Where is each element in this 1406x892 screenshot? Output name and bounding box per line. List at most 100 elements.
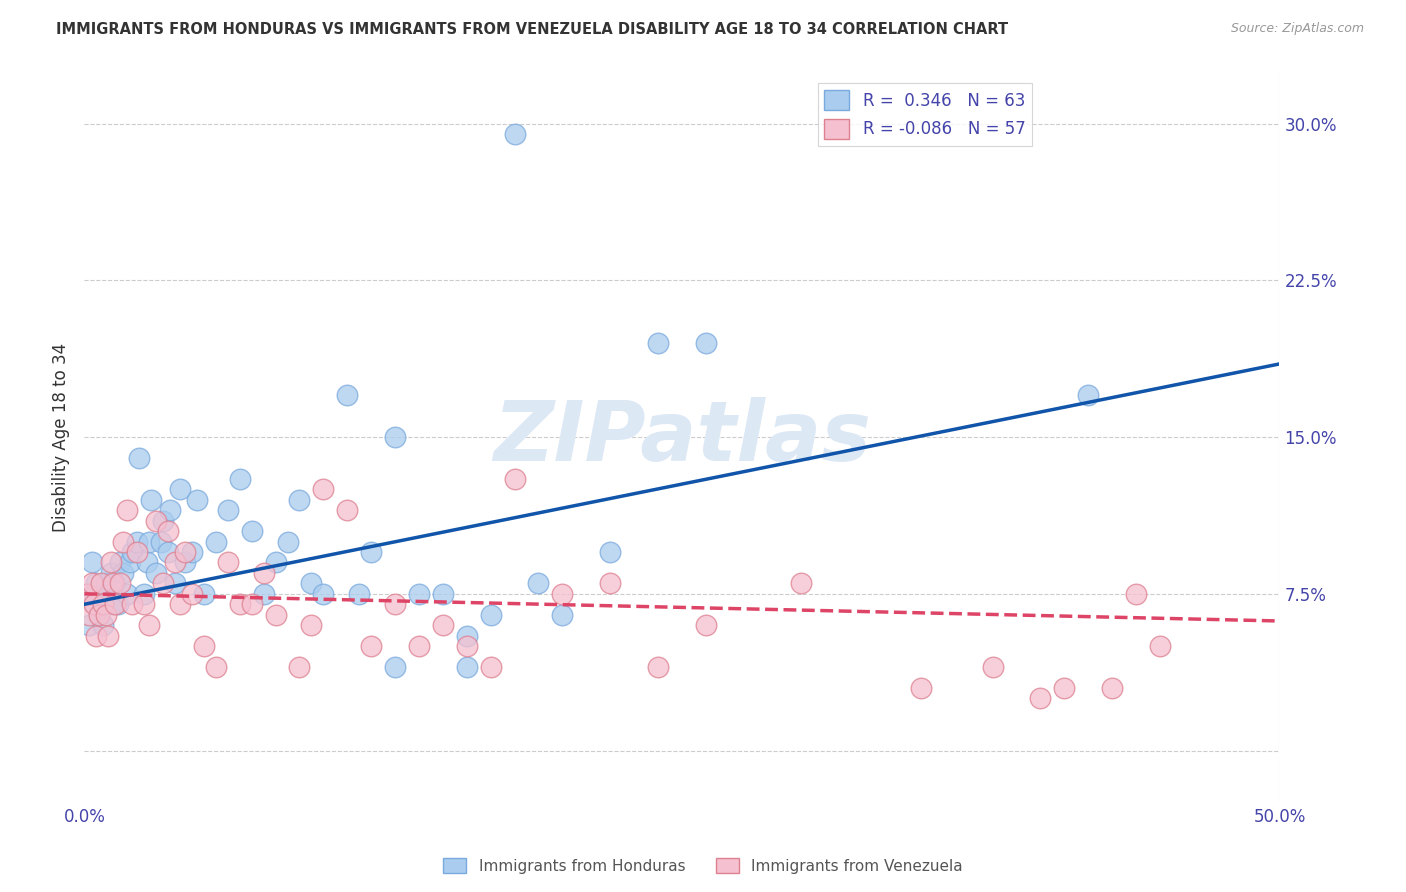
Point [149, 534, 172, 549]
Point [101, 597, 124, 611]
Point [121, 597, 143, 611]
Point [94, 576, 117, 591]
Point [110, 556, 132, 570]
Point [384, 430, 406, 444]
Point [97, 587, 120, 601]
Point [1053, 681, 1076, 695]
Point [86, 629, 108, 643]
Point [408, 639, 430, 653]
Point [80, 556, 103, 570]
Point [551, 587, 574, 601]
Point [117, 587, 139, 601]
Point [165, 576, 187, 591]
Point [87, 607, 110, 622]
Legend: Immigrants from Honduras, Immigrants from Venezuela: Immigrants from Honduras, Immigrants fro… [437, 852, 969, 880]
Point [253, 587, 276, 601]
Point [527, 576, 550, 591]
Point [86, 576, 108, 591]
Legend: R =  0.346   N = 63, R = -0.086   N = 57: R = 0.346 N = 63, R = -0.086 N = 57 [818, 83, 1032, 145]
Point [83, 597, 105, 611]
Point [118, 556, 141, 570]
Point [125, 534, 148, 549]
Point [104, 597, 127, 611]
Point [253, 566, 276, 580]
Point [981, 660, 1004, 674]
Point [141, 492, 163, 507]
Point [695, 618, 717, 632]
Point [173, 556, 195, 570]
Point [288, 492, 311, 507]
Point [193, 639, 215, 653]
Point [479, 660, 502, 674]
Y-axis label: Disability Age 18 to 34: Disability Age 18 to 34 [52, 343, 70, 532]
Point [240, 597, 263, 611]
Point [910, 681, 932, 695]
Point [101, 576, 124, 591]
Point [80, 576, 103, 591]
Point [186, 492, 208, 507]
Point [135, 556, 157, 570]
Point [145, 566, 167, 580]
Point [205, 534, 228, 549]
Point [456, 660, 478, 674]
Point [128, 450, 150, 465]
Point [312, 483, 335, 497]
Point [165, 556, 187, 570]
Point [217, 503, 239, 517]
Point [408, 587, 430, 601]
Point [111, 566, 134, 580]
Point [456, 629, 478, 643]
Point [503, 472, 526, 486]
Point [288, 660, 311, 674]
Point [240, 524, 263, 538]
Point [277, 534, 299, 549]
Point [456, 639, 478, 653]
Point [264, 607, 287, 622]
Point [551, 607, 574, 622]
Point [83, 597, 105, 611]
Point [264, 556, 287, 570]
Point [479, 607, 502, 622]
Point [138, 534, 160, 549]
Point [695, 336, 717, 351]
Point [432, 618, 454, 632]
Point [1077, 388, 1099, 402]
Point [229, 472, 252, 486]
Point [100, 556, 122, 570]
Point [217, 556, 239, 570]
Point [117, 503, 139, 517]
Point [169, 597, 191, 611]
Point [90, 587, 112, 601]
Point [193, 587, 215, 601]
Point [1149, 639, 1171, 653]
Point [336, 503, 359, 517]
Point [132, 587, 156, 601]
Point [360, 639, 382, 653]
Point [790, 576, 813, 591]
Point [349, 587, 371, 601]
Point [76, 587, 98, 601]
Point [97, 629, 120, 643]
Point [1101, 681, 1123, 695]
Point [384, 660, 406, 674]
Point [173, 545, 195, 559]
Point [157, 524, 180, 538]
Point [152, 514, 174, 528]
Point [503, 127, 526, 141]
Point [125, 545, 148, 559]
Point [94, 607, 117, 622]
Point [76, 587, 98, 601]
Point [301, 618, 323, 632]
Point [157, 545, 180, 559]
Point [432, 587, 454, 601]
Point [336, 388, 359, 402]
Point [77, 618, 100, 632]
Point [1029, 691, 1052, 706]
Point [145, 514, 167, 528]
Point [110, 576, 132, 591]
Point [138, 618, 160, 632]
Point [100, 566, 122, 580]
Point [599, 545, 621, 559]
Point [599, 576, 621, 591]
Text: IMMIGRANTS FROM HONDURAS VS IMMIGRANTS FROM VENEZUELA DISABILITY AGE 18 TO 34 CO: IMMIGRANTS FROM HONDURAS VS IMMIGRANTS F… [56, 22, 1008, 37]
